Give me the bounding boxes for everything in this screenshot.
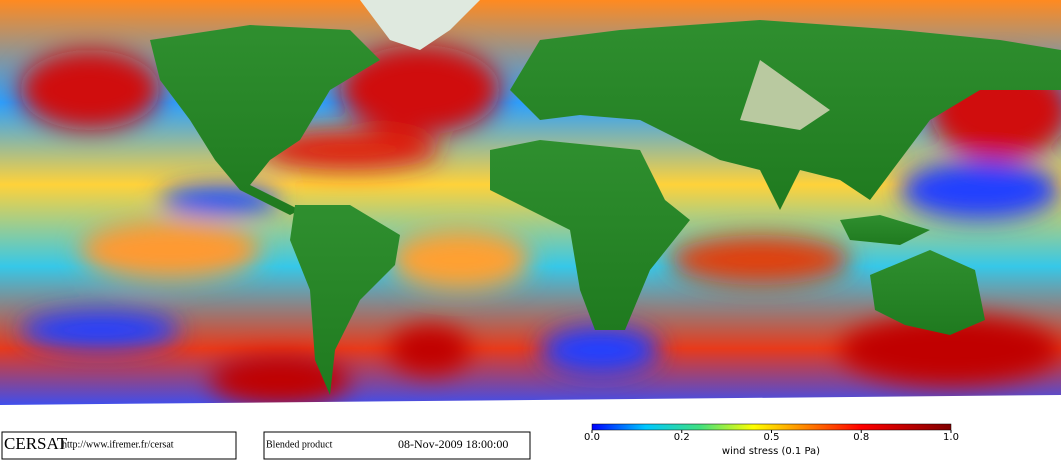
product-box — [263, 431, 531, 460]
colorbar-tick-label: 0.0 — [584, 432, 600, 443]
footer: CERSAT http://www.ifremer.fr/cersat Blen… — [0, 423, 1061, 462]
colorbar-tick-label: 1.0 — [943, 432, 959, 443]
product: Blended product — [266, 439, 333, 450]
colorbar-tick-label: 0.5 — [764, 432, 780, 443]
colorbar — [591, 423, 952, 431]
logo: CERSAT — [4, 434, 68, 453]
timestamp: 08-Nov-2009 18:00:00 — [398, 437, 508, 451]
logo-box — [1, 431, 237, 460]
colorbar-tick-label: 0.2 — [674, 432, 690, 443]
land — [150, 0, 1061, 395]
colorbar-tick-label: 0.8 — [853, 432, 869, 443]
url: http://www.ifremer.fr/cersat — [62, 439, 174, 450]
colorbar-label: wind stress (0.1 Pa) — [722, 446, 820, 457]
